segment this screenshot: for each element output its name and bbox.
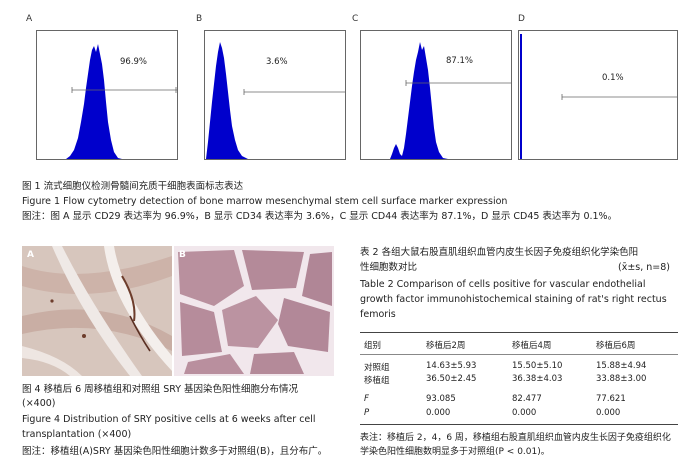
table2-title-en-3: femoris: [360, 309, 396, 320]
micrograph-panel-a: A: [22, 246, 172, 376]
histogram-fill: [206, 42, 248, 159]
figure4-caption-cn-1: 图 4 移植后 6 周移植组和对照组 SRY 基因染色阳性细胞分布情况: [22, 384, 299, 395]
figure4-caption-en-2: transplantation (×400): [22, 429, 132, 440]
table-header-week6: 移植后6周: [596, 341, 636, 351]
histogram-panel-a: [36, 30, 178, 160]
muscle-fiber: [178, 250, 244, 306]
table-header-week4: 移植后4周: [512, 341, 552, 351]
panel-letter-a: A: [26, 14, 33, 24]
percent-label-a: 96.9%: [120, 57, 148, 67]
table-top-rule: [360, 332, 678, 333]
histogram-panel-b: [204, 30, 346, 160]
table-cell: 0.000: [426, 408, 451, 418]
histogram-fill: [520, 34, 522, 159]
percent-label-c: 87.1%: [446, 56, 474, 66]
micrograph-image-b: [174, 246, 334, 376]
positive-cells: [121, 275, 136, 322]
muscle-fiber-gap: [104, 246, 172, 371]
muscle-fiber: [242, 250, 304, 290]
muscle-fiber: [278, 298, 330, 352]
table2-title-en-2: growth factor immunohistochemical staini…: [360, 294, 667, 305]
table2-title-cn-2: 性细胞数对比: [360, 262, 418, 273]
plot-frame: [518, 30, 678, 160]
figure4-caption-en-1: Figure 4 Distribution of SRY positive ce…: [22, 414, 316, 425]
table-cell: 14.63±5.93: [426, 361, 477, 371]
table-cell: 33.88±3.00: [596, 374, 647, 384]
panel-letter-c: C: [352, 14, 359, 24]
muscle-fiber: [222, 296, 278, 348]
table-cell: 0.000: [512, 408, 537, 418]
table-cell: 0.000: [596, 408, 621, 418]
micrograph-letter-b: B: [179, 250, 186, 260]
table-cell: 77.621: [596, 394, 626, 404]
table2-note-1: 表注：移植后 2，4，6 周，移植组右股直肌组织血管内皮生长因子免疫组织化: [360, 433, 671, 443]
table-cell: 36.50±2.45: [426, 374, 477, 384]
micrograph-letter-a: A: [27, 250, 34, 260]
figure4-note: 图注：移植组(A)SRY 基因染色阳性细胞计数多于对照组(B)，且分布广。: [22, 446, 328, 457]
table-header-group: 组别: [364, 341, 382, 351]
table2-title-cn-1: 表 2 各组大鼠右股直肌组织血管内皮生长因子免疫组织化学染色阳: [360, 247, 639, 258]
table-header-rule: [360, 354, 678, 355]
table2-title-en-1: Table 2 Comparison of cells positive for…: [360, 279, 646, 290]
percent-label-b: 3.6%: [266, 57, 288, 67]
muscle-fiber-gap: [22, 346, 82, 376]
table-cell: 36.38±4.03: [512, 374, 563, 384]
muscle-fiber: [180, 302, 222, 356]
positive-cell: [82, 334, 86, 338]
table-cell: 82.477: [512, 394, 542, 404]
table-cell: F: [364, 394, 369, 404]
table-header-week2: 移植后2周: [426, 341, 466, 351]
micrograph-panel-b: B: [174, 246, 334, 376]
positive-cells: [129, 315, 151, 352]
table2-note-2: 学染色阳性细胞数明显多于对照组(P < 0.01)。: [360, 447, 550, 457]
figure1-caption-cn: 图 1 流式细胞仪检测骨髓间充质干细胞表面标志表达: [22, 181, 244, 192]
table-bottom-rule: [360, 424, 678, 425]
table-cell: 15.50±5.10: [512, 361, 563, 371]
table-cell: 对照组: [364, 363, 390, 373]
table-cell: 移植组: [364, 376, 390, 386]
histogram-panel-c: [360, 30, 512, 160]
table-cell: 15.88±4.94: [596, 361, 647, 371]
muscle-fiber: [184, 354, 244, 374]
plot-frame: [360, 30, 512, 160]
muscle-fiber: [250, 352, 304, 374]
positive-cell: [50, 299, 54, 303]
table-cell: 93.085: [426, 394, 456, 404]
muscle-fiber: [302, 252, 332, 306]
panel-letter-d: D: [518, 14, 525, 24]
figure1-caption-en: Figure 1 Flow cytometry detection of bon…: [22, 196, 508, 207]
table-cell: P: [364, 408, 370, 418]
micrograph-image-a: [22, 246, 172, 376]
muscle-fiber: [22, 256, 172, 294]
histogram-fill: [390, 42, 448, 159]
muscle-fiber-gap: [52, 246, 142, 376]
figure1-note: 图注：图 A 显示 CD29 表达率为 96.9%，B 显示 CD34 表达率为…: [22, 211, 618, 222]
histogram-panel-d: [518, 30, 678, 160]
figure4-caption-cn-2: (×400): [22, 398, 56, 409]
panel-letter-b: B: [196, 14, 203, 24]
percent-label-d: 0.1%: [602, 73, 624, 83]
histogram-fill: [66, 44, 122, 159]
table2-stats-note: (x̄±s, n=8): [618, 262, 671, 273]
